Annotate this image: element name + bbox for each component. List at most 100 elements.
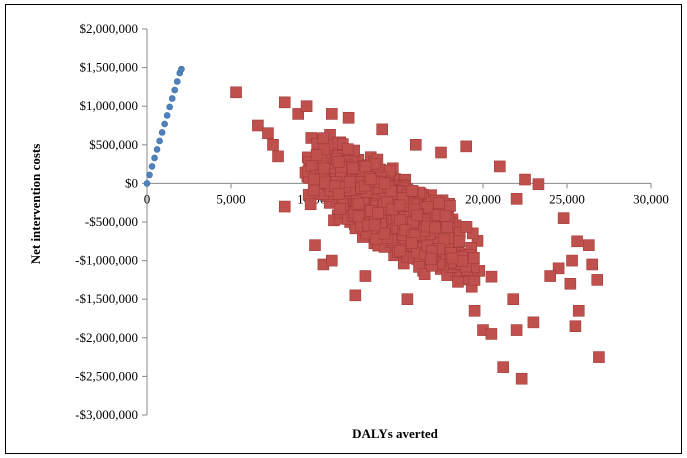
scatter-point-circle — [168, 95, 176, 102]
scatter-point-square — [409, 139, 422, 151]
scatter-point-square — [359, 160, 372, 173]
scatter-point-circle — [163, 112, 171, 119]
scatter-point-circle — [148, 163, 156, 170]
scatter-point-square — [332, 187, 345, 200]
scatter-point-square — [267, 139, 279, 151]
scatter-point-square — [359, 270, 372, 282]
scatter-point-square — [325, 254, 338, 267]
scatter-point-square — [252, 119, 264, 132]
scatter-point-square — [519, 173, 531, 186]
scatter-point-square — [368, 219, 381, 232]
scatter-point-square — [586, 258, 599, 271]
scatter-point-square — [510, 193, 523, 205]
scatter-point-square — [393, 199, 406, 212]
scatter-point-square — [347, 162, 359, 175]
scatter-point-square — [385, 185, 397, 198]
scatter-point-circle — [178, 65, 185, 73]
y-tick-label: -$3,000,000 — [75, 407, 138, 422]
scatter-point-square — [421, 201, 434, 214]
scatter-point-square — [552, 262, 565, 275]
scatter-point-circle — [156, 137, 163, 145]
x-axis-title: DALYs averted — [352, 426, 439, 441]
scatter-point-square — [435, 146, 447, 159]
scatter-point-square — [593, 351, 605, 363]
scatter-point-square — [510, 324, 523, 336]
scatter-point-square — [378, 177, 391, 190]
x-tick-label: 0 — [144, 191, 151, 206]
scatter-point-square — [394, 244, 406, 257]
scatter-point-circle — [173, 78, 181, 85]
scatter-point-square — [304, 198, 317, 211]
scatter-point-square — [352, 210, 365, 223]
scatter-point-square — [507, 293, 520, 306]
scatter-point-circle — [161, 120, 168, 128]
scatter-point-square — [378, 227, 391, 240]
scatter-point-square — [453, 235, 466, 248]
scatter-point-square — [572, 304, 585, 317]
chart-frame: $2,000,000 $1,500,000 $1,000,000 $500,000 $0… — [5, 4, 682, 454]
scatter-point-circle — [146, 171, 153, 179]
scatter-point-square — [230, 86, 242, 99]
scatter-point-square — [262, 127, 274, 140]
scatter-point-circle — [171, 86, 179, 94]
y-tick-label: -$1,500,000 — [75, 291, 138, 306]
x-tick-label: 30,000 — [633, 191, 669, 206]
scatter-point-square — [571, 235, 583, 248]
scatter-point-square — [583, 239, 595, 251]
scatter-point-square — [272, 150, 284, 163]
scatter-point-square — [332, 156, 345, 168]
scatter-point-circle — [153, 146, 161, 153]
y-tick-label: -$2,500,000 — [75, 368, 138, 383]
scatter-point-square — [544, 270, 557, 282]
y-tick-label: $2,000,000 — [80, 21, 139, 36]
y-ticks: $2,000,000 $1,500,000 $1,000,000 $500,000 $0… — [75, 21, 147, 422]
y-tick-label: $1,000,000 — [80, 98, 139, 113]
scatter-point-square — [278, 200, 291, 213]
scatter-point-square — [439, 210, 452, 222]
scatter-point-square — [456, 255, 469, 267]
x-tick-label: 25,000 — [549, 191, 585, 206]
y-tick-label: -$1,000,000 — [75, 253, 138, 268]
y-tick-label: $500,000 — [89, 137, 138, 152]
scatter-point-square — [307, 184, 320, 197]
scatter-point-square — [341, 143, 354, 155]
scatter-point-square — [334, 203, 346, 215]
scatter-point-square — [497, 361, 509, 373]
scatter-point-square — [569, 320, 582, 333]
scatter-point-square — [319, 176, 331, 189]
scatter-point-square — [309, 239, 321, 251]
scatter-point-square — [564, 277, 577, 290]
scatter-point-square — [515, 372, 528, 385]
scatter-point-square — [317, 132, 330, 144]
scatter-point-square — [527, 316, 540, 329]
scatter-point-circle — [166, 103, 173, 111]
scatter-point-square — [566, 254, 578, 267]
x-tick-label: 20,000 — [465, 191, 501, 206]
scatter-chart: $2,000,000 $1,500,000 $1,000,000 $500,000 $0… — [28, 21, 669, 441]
scatter-point-square — [460, 140, 473, 153]
scatter-point-square — [401, 293, 414, 306]
scatter-point-square — [308, 173, 320, 186]
scatter-point-square — [444, 200, 456, 212]
scatter-point-square — [418, 268, 431, 280]
scatter-point-square — [433, 197, 445, 209]
scatter-point-square — [406, 185, 418, 197]
y-tick-label: $1,500,000 — [80, 60, 139, 75]
scatter-point-square — [292, 108, 305, 120]
scatter-point-square — [441, 221, 453, 234]
points-layer — [143, 65, 605, 385]
y-tick-label: -$2,000,000 — [75, 330, 138, 345]
scatter-point-square — [318, 162, 330, 175]
scatter-point-square — [468, 304, 481, 317]
scatter-point-square — [425, 252, 437, 265]
scatter-point-square — [394, 214, 406, 226]
scatter-point-square — [405, 237, 418, 249]
scatter-point-square — [452, 276, 464, 288]
scatter-point-square — [466, 227, 479, 240]
scatter-point-square — [372, 207, 384, 219]
scatter-point-square — [411, 209, 423, 222]
scatter-point-circle — [143, 180, 151, 187]
scatter-point-square — [325, 108, 338, 120]
scatter-point-square — [364, 173, 377, 186]
scatter-point-square — [485, 328, 498, 340]
